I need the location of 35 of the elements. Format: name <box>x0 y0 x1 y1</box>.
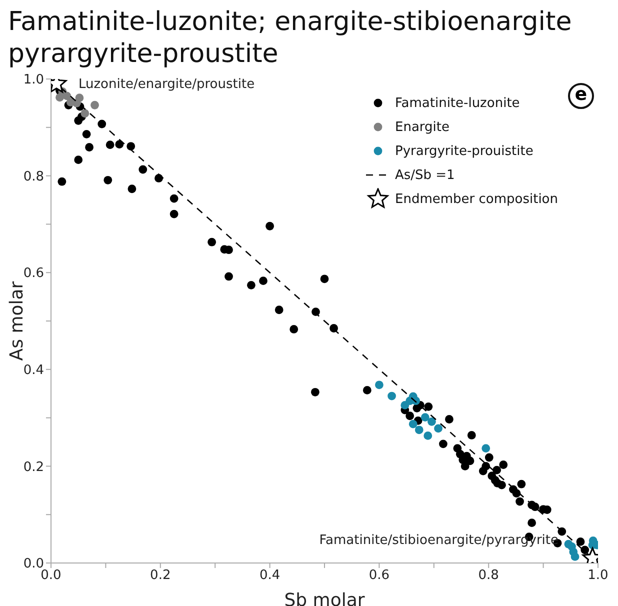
point <box>408 420 418 428</box>
point <box>424 432 432 440</box>
x-tick-label: 1.0 <box>588 568 608 584</box>
y-axis-title: As molar <box>6 280 28 361</box>
y-tick-label: 0.2 <box>23 460 44 475</box>
legend-label: Enargite <box>394 120 450 134</box>
point <box>90 100 99 110</box>
circle-outline: e <box>568 83 594 109</box>
point <box>420 413 430 422</box>
legend-label: Endmember composition <box>394 192 558 206</box>
point <box>375 380 384 390</box>
annotation: Luzonite/enargite/proustite <box>78 76 255 92</box>
y-tick-label: 0.8 <box>23 169 44 184</box>
point <box>414 426 424 434</box>
point <box>66 98 75 106</box>
x-tick-label: 0.0 <box>40 568 62 584</box>
point <box>400 401 410 410</box>
point <box>388 392 396 400</box>
y-tick-label: 0.6 <box>23 266 44 282</box>
y-tick-label: 1.0 <box>23 72 44 88</box>
chart-title: Famatinite-luzonite; enargite-stibioenargite pyrargyrite-proustite <box>8 6 573 70</box>
point <box>434 424 442 433</box>
point <box>80 109 90 118</box>
x-tick-label: 0.8 <box>478 568 499 584</box>
legend-label: Famatinite-luzonite <box>394 96 520 110</box>
x-axis-title: Sb molar <box>284 590 366 606</box>
x-tick-label: 0.2 <box>150 568 171 584</box>
x-tick-label: 0.4 <box>259 568 280 584</box>
x-tick-label: 0.6 <box>368 568 390 584</box>
point <box>482 444 490 452</box>
legend-label: As/Sb =1 <box>394 168 455 182</box>
point <box>570 552 580 561</box>
point <box>428 417 436 426</box>
y-tick-label: 0.4 <box>23 363 44 378</box>
legend-label: Pyrargyrite-prouistite <box>394 144 534 158</box>
